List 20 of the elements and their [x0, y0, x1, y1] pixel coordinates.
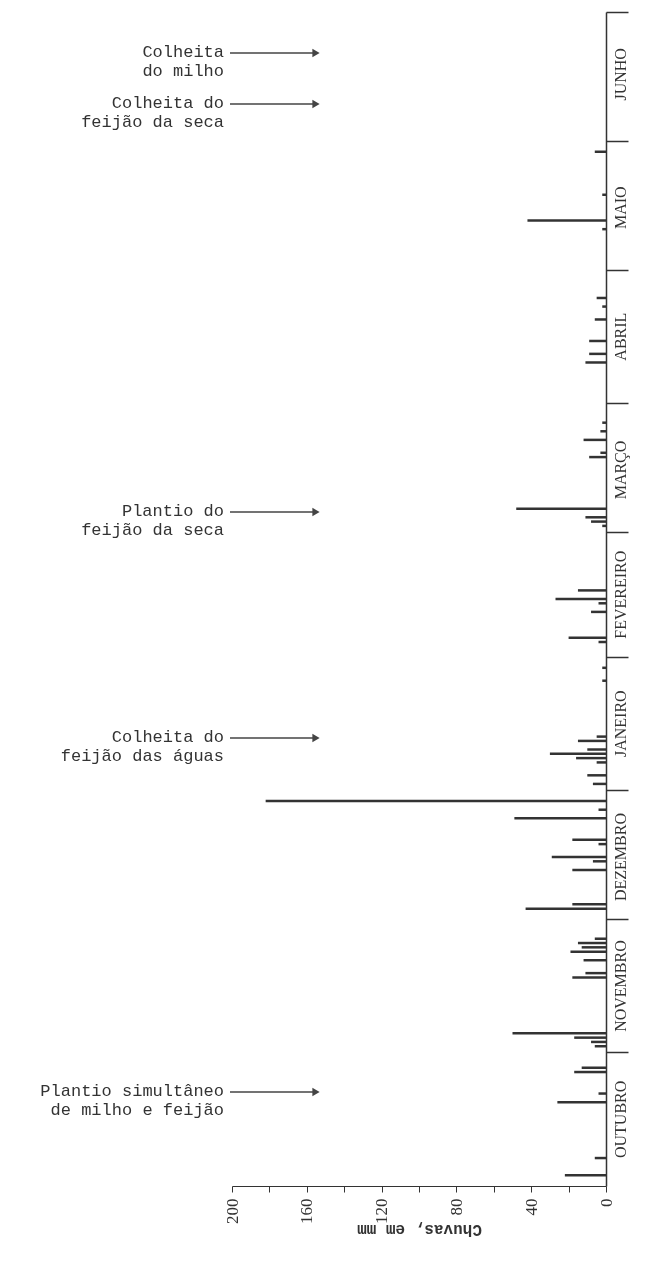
y-tick-label: NOVEMBRO	[611, 940, 629, 1032]
x-tick-label: 120	[372, 1198, 392, 1224]
y-tick-label: ABRIL	[611, 312, 629, 361]
x-tick-label: 160	[297, 1198, 317, 1224]
x-tick-label: 80	[446, 1198, 466, 1216]
y-tick-label: DEZEMBRO	[611, 813, 629, 902]
x-tick-label: 40	[521, 1198, 541, 1216]
y-tick-label: MARÇO	[611, 440, 630, 500]
x-tick-label: 0	[596, 1198, 616, 1207]
y-tick-label: JUNHO	[611, 48, 629, 101]
x-tick-label: 200	[222, 1198, 242, 1224]
text: Colheita do milho	[142, 43, 224, 81]
text: Plantio do feijão da seca	[81, 502, 224, 540]
y-tick-label: JANEIRO	[611, 690, 629, 758]
text: Plantio simultâneo de milho e feijão	[40, 1082, 224, 1120]
text: Colheita do feijão da seca	[81, 94, 224, 132]
y-tick-label: FEVEREIRO	[611, 550, 629, 639]
y-tick-label: MAIO	[611, 186, 629, 229]
y-tick-label: OUTUBRO	[611, 1080, 629, 1159]
text: Colheita do feijão das águas	[60, 728, 224, 766]
